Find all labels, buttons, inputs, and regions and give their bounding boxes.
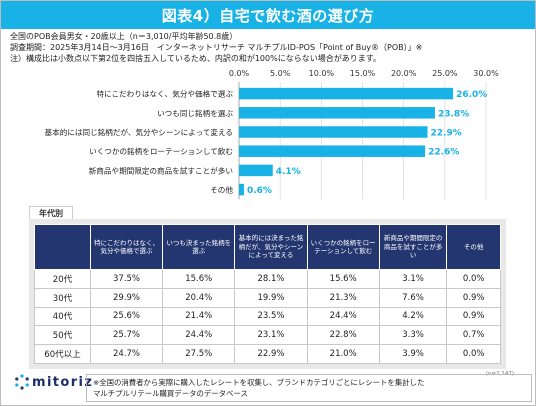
row-age-label: 30代: [34, 287, 91, 308]
row-age-label: 20代: [34, 269, 91, 289]
x-tick-label: 0.0%: [229, 69, 250, 78]
table-cell: 24.7%: [89, 344, 164, 364]
table-row: 40代 25.6% 21.4% 23.5% 24.4% 4.2% 0.9%: [34, 306, 501, 327]
note-line-2: 調査期間：2025年3月14日〜3月16日 インターネットリサーチ マルチプルI…: [10, 43, 423, 52]
data-label: 26.0%: [456, 90, 487, 100]
logo-text: mitoriz: [32, 374, 94, 390]
survey-notes: 全国のPOB会員男女・20歳以上（n＝3,010/平均年齢50.8歳） 調査期間…: [10, 31, 422, 64]
table-row: 30代 29.9% 20.4% 19.9% 21.3% 7.6% 0.9%: [34, 287, 501, 308]
category-label: 新商品や期間限定の商品を試すことが多い: [89, 165, 233, 175]
table-cell: 3.9%: [378, 344, 448, 364]
table-cell: 15.6%: [162, 269, 236, 289]
age-table-header-row: 特にこだわりはなく、気分や価格で選ぶ いつも決まった銘柄を選ぶ 基本的には決まっ…: [34, 224, 501, 270]
table-row: 50代 25.7% 24.4% 23.1% 22.8% 3.3% 0.7%: [34, 325, 501, 346]
bar: [239, 145, 426, 157]
mitoriz-logo: mitoriz: [14, 374, 93, 390]
x-tick-label: 20.0%: [391, 69, 417, 78]
table-cell: 22.9%: [234, 344, 308, 364]
x-tick-label: 15.0%: [350, 69, 376, 78]
category-label: いくつかの銘柄をローテーションして飲む: [89, 146, 233, 156]
data-label: 4.1%: [276, 167, 301, 177]
category-label: その他: [210, 185, 233, 195]
note-line-3: 注）構成比は小数点以下第2位を四捨五入しているため、内訳の和が100%にならない…: [10, 54, 381, 63]
table-cell: 15.6%: [306, 269, 380, 289]
age-table: 特にこだわりはなく、気分や価格で選ぶ いつも決まった銘柄を選ぶ 基本的には決まっ…: [34, 224, 501, 364]
table-cell: 20.4%: [162, 287, 236, 308]
table-cell: 0.9%: [446, 287, 501, 308]
table-cell: 21.3%: [306, 287, 380, 308]
row-age-label: 50代: [34, 325, 91, 346]
table-cell: 0.0%: [446, 344, 501, 364]
table-cell: 21.0%: [306, 344, 380, 364]
data-label: 22.9%: [431, 129, 462, 139]
table-cell: 0.9%: [446, 306, 501, 327]
data-label: 0.6%: [247, 186, 272, 196]
footer-note-line-1: ※全国の消費者から実際に購入したレシートを収集し、ブランドカテゴリごとにレシート…: [93, 378, 425, 387]
chart-title: 図表4）自宅で飲む酒の選び方: [1, 1, 535, 29]
data-label: 23.8%: [438, 109, 469, 119]
table-cell: 0.7%: [446, 325, 501, 346]
x-tick-label: 10.0%: [309, 69, 335, 78]
table-cell: 19.9%: [234, 287, 308, 308]
table-cell: 24.4%: [162, 325, 236, 346]
footer-note: ※全国の消費者から実際に購入したレシートを収集し、ブランドカテゴリごとにレシート…: [86, 374, 532, 402]
note-line-1: 全国のPOB会員男女・20歳以上（n＝3,010/平均年齢50.8歳）: [10, 32, 238, 41]
row-age-label: 60代以上: [34, 344, 91, 364]
table-cell: 27.5%: [162, 344, 236, 364]
table-cell: 0.0%: [446, 269, 501, 289]
table-cell: 22.8%: [306, 325, 380, 346]
x-tick-label: 30.0%: [473, 69, 499, 78]
table-row: 20代 37.5% 15.6% 28.1% 15.6% 3.1% 0.0%: [34, 269, 501, 289]
table-cell: 29.9%: [89, 287, 164, 308]
age-table-container: 特にこだわりはなく、気分や価格で選ぶ いつも決まった銘柄を選ぶ 基本的には決まっ…: [29, 219, 506, 369]
header-corner: [34, 224, 91, 270]
table-cell: 24.4%: [306, 306, 380, 327]
table-cell: 25.7%: [89, 325, 164, 346]
table-row: 60代以上 24.7% 27.5% 22.9% 21.0% 3.9% 0.0%: [34, 344, 501, 364]
category-label: 基本的には同じ銘柄だが、気分やシーンによって変える: [45, 127, 233, 137]
table-cell: 7.6%: [378, 287, 448, 308]
bar: [239, 126, 428, 138]
header-other: その他: [446, 224, 501, 270]
bar: [239, 107, 435, 119]
table-cell: 23.1%: [234, 325, 308, 346]
table-cell: 21.4%: [162, 306, 236, 327]
table-cell: 28.1%: [234, 269, 308, 289]
section-label-text: 年代別: [39, 209, 63, 218]
data-label: 22.6%: [428, 148, 459, 158]
bar: [239, 183, 244, 196]
table-cell: 4.2%: [378, 306, 448, 327]
header-same-brand: いつも決まった銘柄を選ぶ: [162, 224, 236, 270]
header-same-brand-varies: 基本的には決まった銘柄だが、気分やシーンによって変える: [234, 224, 308, 270]
x-tick-label: 5.0%: [270, 69, 291, 78]
table-cell: 23.5%: [234, 306, 308, 327]
table-cell: 37.5%: [89, 269, 164, 289]
section-label-age: 年代別: [29, 206, 73, 220]
footer-note-line-2: マルチプルリテール購買データのデータベース: [93, 389, 248, 398]
table-cell: 3.3%: [378, 325, 448, 346]
table-cell: 25.6%: [89, 306, 164, 327]
chart-title-text: 図表4）自宅で飲む酒の選び方: [161, 6, 375, 25]
row-age-label: 40代: [34, 306, 91, 327]
bar: [239, 87, 454, 100]
header-rotation: いくつかの銘柄をローテーションして飲む: [306, 224, 380, 270]
table-cell: 3.1%: [378, 269, 448, 289]
category-label: いつも同じ銘柄を選ぶ: [157, 108, 233, 118]
header-new-products: 新商品や期間限定の商品を試すことが多い: [378, 224, 448, 270]
bar-chart: 0.0% 5.0% 10.0% 15.0% 20.0% 25.0% 30.0% 特にこだわりは…: [45, 69, 499, 200]
bar: [239, 164, 273, 177]
x-tick-label: 25.0%: [432, 69, 458, 78]
category-label: 特にこだわりはなく、気分や価格で選ぶ: [96, 89, 233, 99]
header-no-preference: 特にこだわりはなく、気分や価格で選ぶ: [89, 224, 164, 270]
logo-dots-icon: [14, 374, 30, 390]
